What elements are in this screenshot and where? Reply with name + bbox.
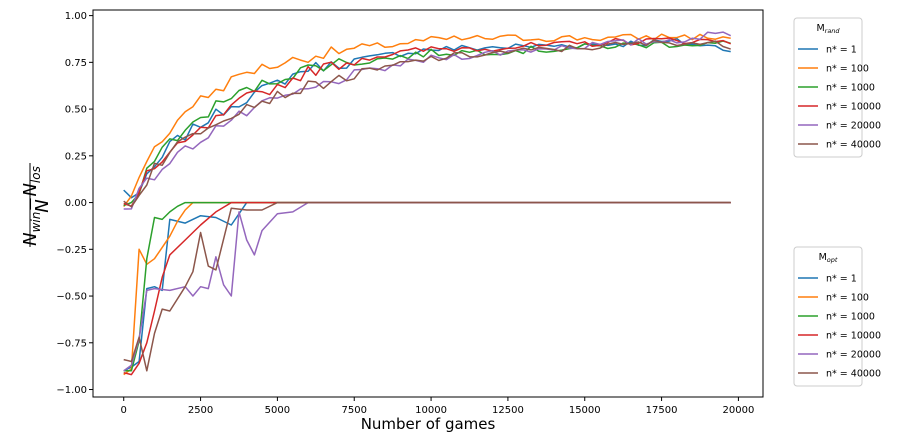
legend-entry: n* = 1 <box>826 45 857 56</box>
y-tick-label: 0.75 <box>65 58 87 69</box>
legend-entry: n* = 10000 <box>826 331 881 342</box>
x-tick-label: 2500 <box>188 405 213 416</box>
x-tick-label: 5000 <box>265 405 290 416</box>
x-axis-label: Number of games <box>361 415 496 433</box>
x-axis: 0 2500 5000 7500 10000 12500 15000 17500 20000 <box>121 397 755 416</box>
y-tick-label: 0.50 <box>65 105 87 116</box>
x-tick-label: 15000 <box>569 405 601 416</box>
line-rand-series-2 <box>123 33 731 208</box>
line-rand-series-6 <box>123 39 731 208</box>
legend-box <box>793 246 863 387</box>
line-opt-series-6 <box>123 201 731 372</box>
x-tick-label: 10000 <box>415 405 447 416</box>
x-tick-label: 20000 <box>723 405 755 416</box>
legend-title: Mopt <box>819 252 838 264</box>
y-tick-label: 1.00 <box>65 11 87 22</box>
legend-entry: n* = 10000 <box>826 102 881 113</box>
line-opt-series-5 <box>123 201 731 372</box>
legend-entry: n* = 100 <box>826 293 869 304</box>
line-rand-series-4 <box>123 37 731 207</box>
y-tick-label: −0.50 <box>56 292 87 303</box>
line-opt-series-1 <box>123 201 731 372</box>
y-label-denominator: N <box>32 199 53 212</box>
legend-entry: n* = 1 <box>826 274 857 285</box>
x-tick-label: 12500 <box>492 405 524 416</box>
y-tick-label: −0.75 <box>56 338 87 349</box>
plot-frame <box>92 9 764 398</box>
legend-entry: n* = 100 <box>826 64 869 75</box>
x-tick-label: 7500 <box>342 405 367 416</box>
line-opt-series-4 <box>123 201 731 376</box>
line-opt-series-2 <box>123 201 731 376</box>
x-tick-label: 17500 <box>646 405 678 416</box>
legend-entry: n* = 40000 <box>826 369 881 380</box>
legend-entry: n* = 40000 <box>826 140 881 151</box>
plot-lines <box>123 31 732 376</box>
line-opt-series-3 <box>123 201 731 372</box>
y-tick-label: 0.00 <box>65 198 87 209</box>
legend-title: Mrand <box>816 23 840 35</box>
line-rand-series-3 <box>123 40 731 207</box>
y-axis: −1.00 −0.75 −0.50 −0.25 0.00 0.25 0.50 0.75 1.00 <box>56 11 93 396</box>
legend-entry: n* = 20000 <box>826 350 881 361</box>
legend-entry: n* = 20000 <box>826 121 881 132</box>
y-tick-label: −0.25 <box>56 245 87 256</box>
legend-box <box>793 17 863 158</box>
y-axis-label: Nwin−Nlos N <box>20 163 53 247</box>
legend-entry: n* = 1000 <box>826 312 875 323</box>
legend-entry: n* = 1000 <box>826 83 875 94</box>
y-tick-label: −1.00 <box>56 385 87 396</box>
x-tick-label: 0 <box>121 405 127 416</box>
y-tick-label: 0.25 <box>65 151 87 162</box>
legend-rand: Mrand n* = 1 n* = 100 n* = 1000 n* = 10000 n*… <box>793 17 881 158</box>
y-label-numerator: Nwin−Nlos <box>20 166 43 246</box>
legend-opt: Mopt n* = 1 n* = 100 n* = 1000 n* = 10000 n* … <box>793 246 881 387</box>
